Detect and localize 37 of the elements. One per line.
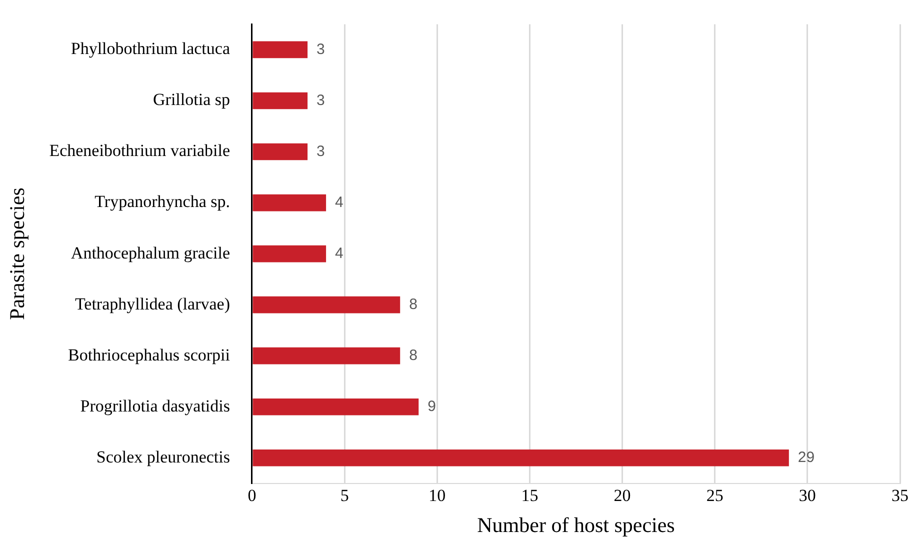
bar (252, 398, 419, 416)
y-axis-title: Parasite species (5, 188, 30, 320)
data-label: 29 (798, 449, 815, 466)
x-tick-label: 10 (428, 486, 446, 506)
data-label: 8 (409, 346, 418, 364)
y-tick-label: Echeneibothrium variabile (49, 141, 230, 160)
data-label: 3 (316, 92, 325, 109)
data-label: 3 (316, 40, 325, 58)
y-tick-label: Progrillotia dasyatidis (80, 396, 230, 416)
data-label: 8 (409, 296, 418, 313)
y-tick-label: Anthocephalum gracile (70, 243, 230, 262)
y-tick-label: Bothriocephalus scorpii (68, 345, 230, 364)
bar (252, 347, 400, 364)
bar (252, 143, 308, 160)
x-tick-label: 25 (706, 486, 724, 506)
data-label: 9 (428, 398, 436, 416)
bar (252, 296, 400, 314)
y-tick-label: Scolex pleuronectis (96, 447, 230, 466)
y-tick-label: Phyllobothrium lactuca (70, 39, 230, 58)
bar (252, 194, 326, 212)
bar (252, 245, 326, 262)
y-tick-label: Grillotia sp (153, 90, 230, 110)
y-tick-label: Tetraphyllidea (larvae) (74, 294, 230, 314)
bar (252, 449, 789, 466)
x-tick-label: 30 (798, 486, 816, 506)
y-tick-label: Trypanorhyncha sp. (94, 192, 230, 212)
bar (252, 92, 308, 110)
x-tick-label: 15 (521, 486, 538, 506)
data-label: 4 (335, 194, 344, 211)
data-label: 3 (316, 142, 325, 160)
bar (252, 41, 308, 58)
x-tick-label: 0 (248, 486, 256, 506)
x-tick-label: 35 (892, 486, 908, 506)
data-label: 4 (335, 244, 344, 262)
x-axis-title: Number of host species (477, 512, 675, 537)
x-tick-label: 5 (340, 486, 349, 506)
x-tick-label: 20 (614, 486, 631, 506)
